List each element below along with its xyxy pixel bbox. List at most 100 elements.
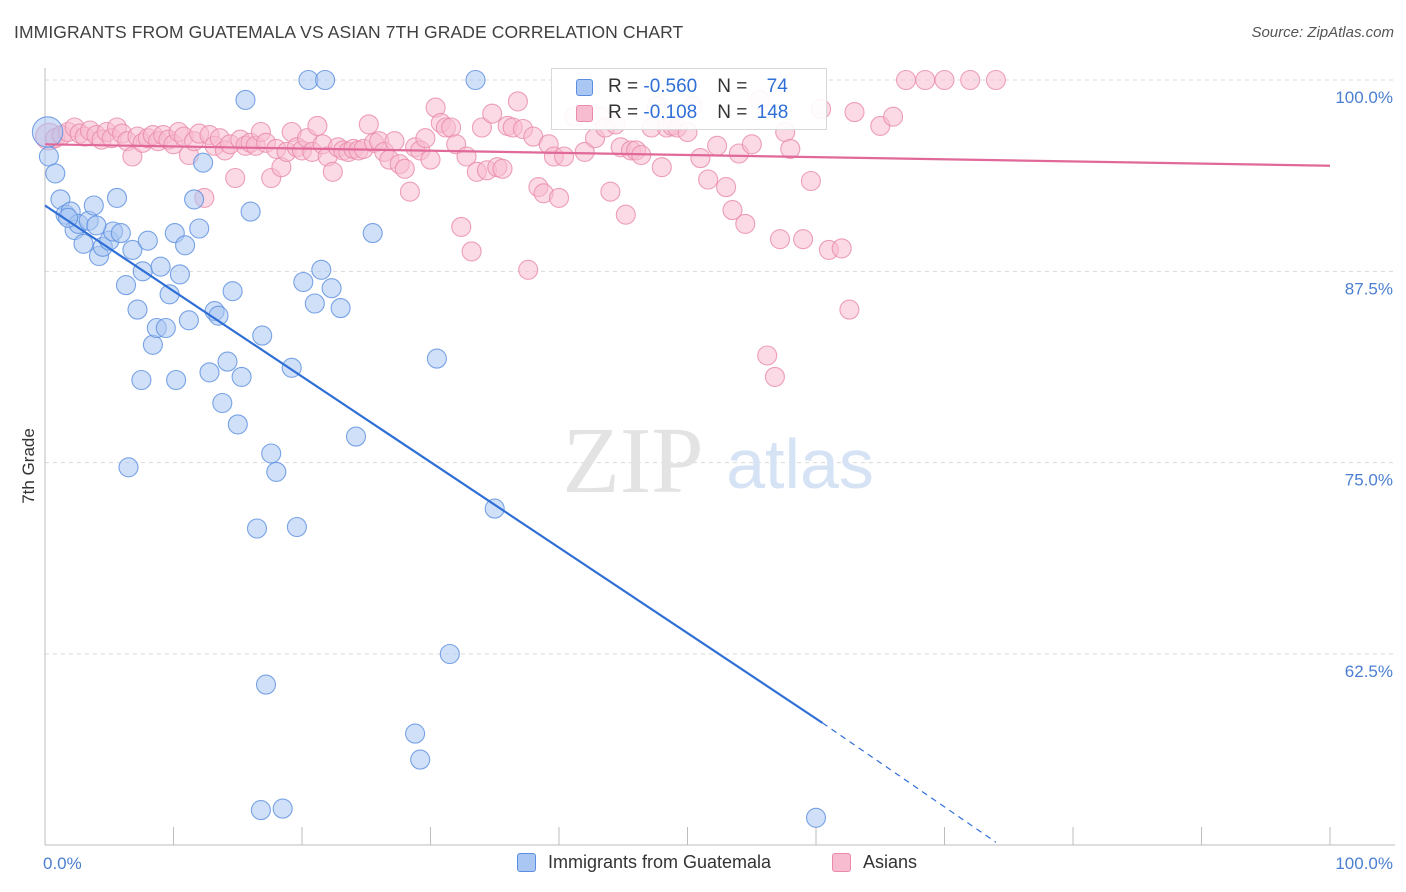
bottom-legend-swatch-asians: [832, 853, 851, 872]
asian-point: [883, 106, 904, 127]
guatemala-point: [266, 461, 287, 482]
chart-title: IMMIGRANTS FROM GUATEMALA VS ASIAN 7TH G…: [14, 22, 684, 42]
asian-point: [707, 135, 728, 156]
guatemala-point: [137, 230, 158, 251]
asian-point: [415, 128, 436, 149]
guatemala-point: [315, 69, 336, 91]
asian-point: [420, 149, 441, 170]
watermark-zip: ZIP: [563, 409, 704, 513]
asian-point: [307, 115, 328, 136]
guatemala-point: [86, 215, 107, 236]
asian-point: [780, 138, 801, 159]
y-axis-label: 7th Grade: [19, 428, 38, 504]
guatemala-point: [142, 334, 163, 355]
guatemala-point: [122, 239, 143, 260]
guatemala-point: [304, 293, 325, 314]
asian-point: [934, 69, 955, 91]
asian-point: [399, 181, 420, 202]
asian-point: [451, 216, 472, 237]
guatemala-point: [345, 426, 367, 447]
guatemala-point: [131, 369, 152, 391]
y-tick-label: 75.0%: [1345, 471, 1393, 490]
asian-point: [574, 141, 595, 162]
bottom-legend: Immigrants from Guatemala Asians: [0, 852, 1406, 878]
legend-r-label: R =: [608, 102, 644, 123]
legend-n-value: 74: [766, 76, 788, 97]
bottom-legend-guatemala: Immigrants from Guatemala: [517, 852, 771, 873]
guatemala-point: [83, 195, 104, 216]
tick-labels: 62.5% 75.0% 87.5% 100.0% 0.0% 100.0%: [43, 88, 1393, 873]
guatemala-point: [222, 281, 243, 302]
guatemala-point: [362, 223, 383, 244]
guatemala-point: [235, 89, 256, 110]
guatemala-point: [311, 259, 332, 280]
asian-point: [651, 157, 672, 178]
guatemala-point: [321, 278, 342, 299]
guatemala-point: [127, 299, 148, 320]
guatemala-point: [261, 443, 282, 464]
asian-point: [716, 177, 737, 198]
guatemala-point: [184, 189, 205, 210]
guatemala-point: [38, 146, 59, 167]
asian-point: [915, 69, 936, 91]
guatemala-point: [405, 723, 426, 744]
asian-point: [800, 170, 821, 192]
guatemala-point: [169, 264, 190, 285]
asian-point: [764, 366, 785, 387]
asian-point: [358, 114, 379, 135]
guatemala-point: [212, 392, 233, 414]
guatemala-point: [193, 152, 214, 173]
asian-point: [741, 134, 762, 155]
guatemala-point: [178, 310, 199, 331]
source-label: Source: ZipAtlas.com: [1251, 24, 1394, 41]
guatemala-point: [231, 366, 252, 387]
guatemala-point: [155, 317, 176, 339]
guatemala-point: [246, 518, 268, 539]
legend-swatch-asians: [576, 104, 593, 122]
legend-row-guatemala: R = -0.560 N = 74: [576, 75, 788, 99]
asian-point: [895, 69, 917, 91]
guatemala-point: [805, 807, 827, 828]
guatemala-point: [272, 798, 293, 819]
guatemala-point: [110, 223, 131, 244]
guatemala-point: [465, 69, 486, 91]
asian-point: [735, 213, 756, 234]
y-tick-label: 100.0%: [1335, 88, 1393, 107]
asian-point: [492, 158, 513, 179]
guatemala-point: [73, 233, 94, 254]
asian-point: [769, 229, 791, 250]
y-tick-label: 62.5%: [1345, 662, 1393, 681]
bottom-legend-label-asians: Asians: [863, 852, 918, 872]
guatemala-point: [31, 116, 64, 148]
guatemala-point: [255, 674, 277, 695]
asian-point: [384, 131, 405, 152]
guatemala-point: [45, 163, 66, 184]
asian-point: [839, 299, 860, 320]
guatemala-point: [252, 325, 273, 346]
bottom-legend-asians: Asians: [832, 852, 917, 873]
guatemala-point: [298, 69, 319, 91]
y-tick-label: 87.5%: [1345, 279, 1393, 298]
guatemala-trend-line: [44, 204, 824, 724]
guatemala-point: [227, 414, 248, 435]
guatemala-point: [150, 256, 171, 277]
guatemala-point: [439, 643, 460, 665]
guatemala-point: [115, 275, 137, 296]
watermark-atlas: atlas: [726, 425, 874, 503]
guatemala-point: [240, 201, 261, 222]
asian-point: [518, 259, 539, 280]
asian-point: [122, 146, 143, 167]
guatemala-point: [426, 348, 447, 369]
axes: [44, 68, 1395, 846]
asian-point: [757, 345, 778, 366]
legend-row-asians: R = -0.108 N = 148: [576, 101, 788, 125]
asian-trend-line: [44, 143, 1331, 167]
asian-point: [441, 117, 462, 138]
asian-point: [394, 158, 415, 179]
asian-point: [471, 117, 492, 138]
guatemala-point: [199, 362, 220, 383]
asian-point: [322, 161, 343, 182]
legend-swatch-guatemala: [576, 78, 593, 96]
asian-point: [461, 241, 482, 262]
